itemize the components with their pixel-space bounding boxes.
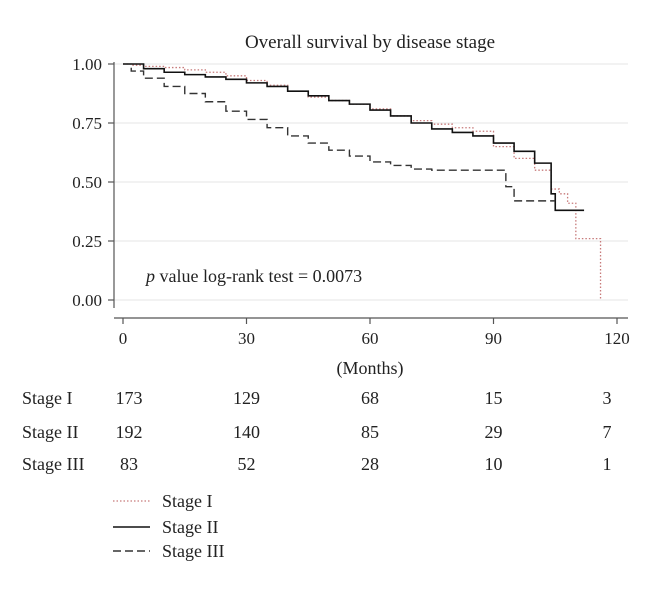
y-tick-label: 0.00 bbox=[72, 291, 102, 310]
x-tick-label: 60 bbox=[362, 329, 379, 348]
risk-count: 173 bbox=[116, 388, 143, 408]
risk-count: 29 bbox=[485, 422, 503, 442]
risk-count: 15 bbox=[485, 388, 503, 408]
risk-count: 83 bbox=[120, 454, 138, 474]
legend-label: Stage I bbox=[162, 491, 212, 511]
series-line-stage-iii bbox=[123, 63, 556, 202]
risk-count: 68 bbox=[361, 388, 379, 408]
legend-label: Stage III bbox=[162, 541, 224, 561]
x-tick-label: 120 bbox=[604, 329, 630, 348]
x-axis-label: (Months) bbox=[337, 358, 404, 379]
y-tick-label: 0.50 bbox=[72, 173, 102, 192]
p-symbol: p bbox=[144, 266, 155, 286]
log-rank-annotation: p value log-rank test = 0.0073 bbox=[144, 266, 362, 286]
series-line-stage-ii bbox=[123, 63, 585, 212]
annotation-text: value log-rank test = 0.0073 bbox=[155, 266, 362, 286]
x-tick-label: 90 bbox=[485, 329, 502, 348]
chart-title: Overall survival by disease stage bbox=[245, 32, 495, 53]
risk-count: 3 bbox=[603, 388, 612, 408]
risk-count: 52 bbox=[238, 454, 256, 474]
risk-count: 28 bbox=[361, 454, 379, 474]
risk-count: 1 bbox=[603, 454, 612, 474]
risk-count: 10 bbox=[485, 454, 503, 474]
risk-row-label: Stage III bbox=[22, 454, 84, 474]
risk-count: 7 bbox=[603, 422, 612, 442]
risk-row-label: Stage II bbox=[22, 422, 78, 442]
risk-count: 129 bbox=[233, 388, 260, 408]
risk-count: 192 bbox=[116, 422, 143, 442]
y-tick-label: 0.25 bbox=[72, 232, 102, 251]
y-tick-label: 1.00 bbox=[72, 55, 102, 74]
x-tick-label: 30 bbox=[238, 329, 255, 348]
x-tick-label: 0 bbox=[119, 329, 128, 348]
risk-row-label: Stage I bbox=[22, 388, 72, 408]
y-tick-label: 0.75 bbox=[72, 114, 102, 133]
risk-count: 140 bbox=[233, 422, 260, 442]
legend-label: Stage II bbox=[162, 517, 218, 537]
risk-count: 85 bbox=[361, 422, 379, 442]
